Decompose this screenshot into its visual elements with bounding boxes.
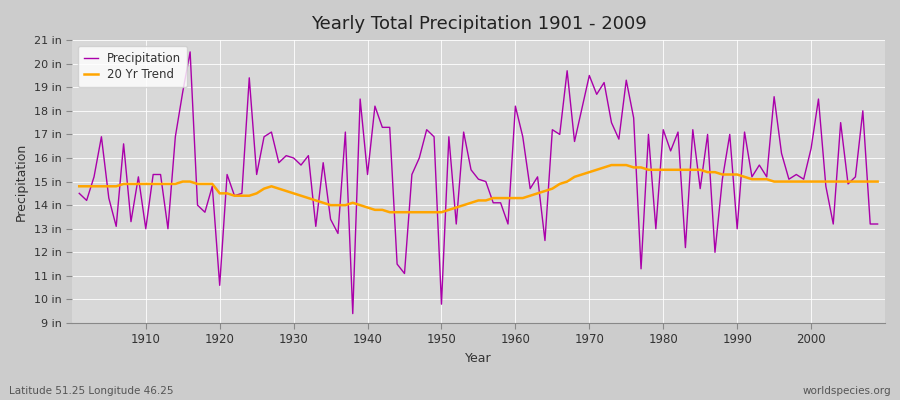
20 Yr Trend — [133, 182, 144, 186]
Precipitation — [614, 137, 625, 142]
Text: Latitude 51.25 Longitude 46.25: Latitude 51.25 Longitude 46.25 — [9, 386, 174, 396]
Title: Yearly Total Precipitation 1901 - 2009: Yearly Total Precipitation 1901 - 2009 — [310, 15, 646, 33]
Line: 20 Yr Trend: 20 Yr Trend — [79, 165, 878, 212]
20 Yr Trend — [340, 203, 351, 208]
20 Yr Trend — [74, 184, 85, 189]
Precipitation — [303, 153, 314, 158]
20 Yr Trend — [295, 193, 306, 198]
Precipitation — [518, 134, 528, 139]
20 Yr Trend — [872, 179, 883, 184]
Text: worldspecies.org: worldspecies.org — [803, 386, 891, 396]
20 Yr Trend — [384, 210, 395, 215]
Precipitation — [133, 174, 144, 179]
20 Yr Trend — [614, 163, 625, 168]
20 Yr Trend — [518, 196, 528, 200]
X-axis label: Year: Year — [465, 352, 491, 365]
Precipitation — [184, 50, 195, 54]
Legend: Precipitation, 20 Yr Trend: Precipitation, 20 Yr Trend — [77, 46, 187, 87]
Precipitation — [355, 97, 365, 102]
20 Yr Trend — [606, 163, 616, 168]
Precipitation — [74, 191, 85, 196]
Precipitation — [347, 311, 358, 316]
Y-axis label: Precipitation: Precipitation — [15, 142, 28, 221]
20 Yr Trend — [510, 196, 521, 200]
Precipitation — [872, 222, 883, 226]
Line: Precipitation: Precipitation — [79, 52, 878, 314]
Precipitation — [525, 186, 535, 191]
